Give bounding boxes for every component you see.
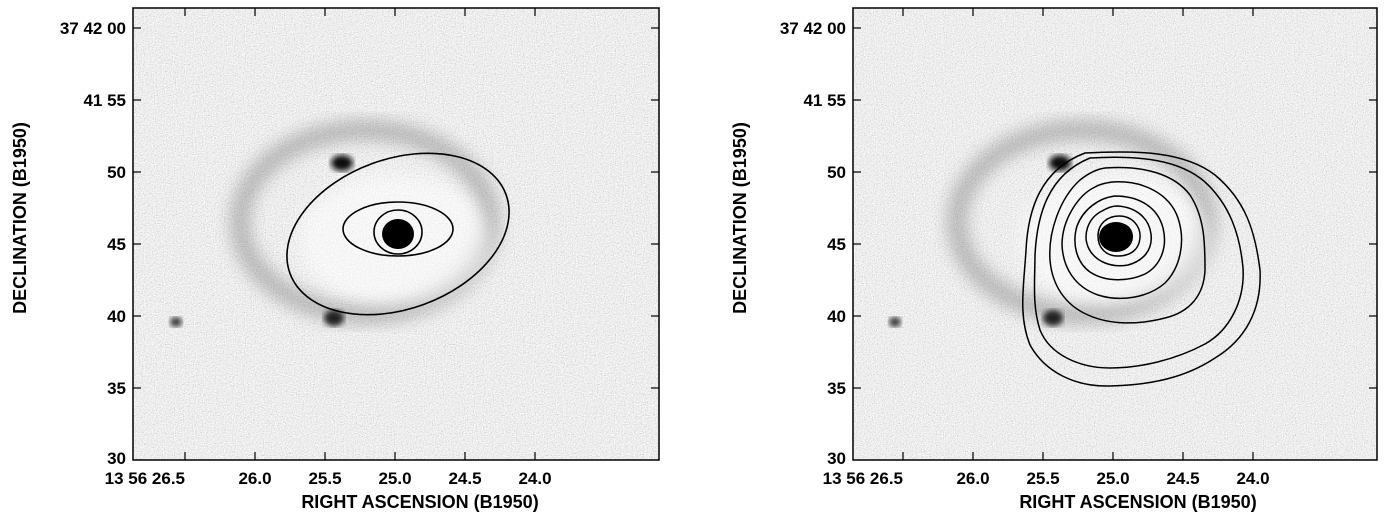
right-x-tick-label: 24.5 xyxy=(1166,469,1199,488)
left-ellipse-overlay xyxy=(286,152,510,316)
right-ticks xyxy=(853,8,1377,460)
right-y-tick-label: 41 55 xyxy=(803,91,846,110)
right-x-tick-label: 25.5 xyxy=(1026,469,1059,488)
right-contour-overlay xyxy=(1022,151,1261,387)
left-y-tick-label: 37 42 00 xyxy=(60,19,126,38)
right-y-tick-label: 35 xyxy=(827,379,846,398)
left-x-tick-label: 26.0 xyxy=(238,469,271,488)
left-companion xyxy=(331,155,353,171)
right-y-tick-label: 45 xyxy=(827,235,846,254)
left-nucleus xyxy=(382,219,414,249)
right-companion xyxy=(1049,155,1071,171)
left-y-tick-label: 45 xyxy=(107,235,126,254)
right-frame xyxy=(852,7,1378,461)
right-panel: 37 42 00 41 55 50 45 40 35 30 13 56 26.5… xyxy=(730,7,1378,512)
right-y-tick-label: 50 xyxy=(827,163,846,182)
left-x-tick-label: 24.5 xyxy=(448,469,481,488)
left-ticks xyxy=(133,8,659,460)
right-x-axis-title: RIGHT ASCENSION (B1950) xyxy=(1019,492,1256,512)
left-x-tick-label: 25.0 xyxy=(378,469,411,488)
right-y-tick-label: 30 xyxy=(827,449,846,468)
left-y-tick-label: 30 xyxy=(107,449,126,468)
left-panel: 37 42 00 41 55 50 45 40 35 30 13 56 26.5… xyxy=(10,7,660,512)
left-y-axis-title: DECLINATION (B1950) xyxy=(10,122,30,314)
right-x-tick-label: 26.0 xyxy=(956,469,989,488)
right-galaxy-image xyxy=(853,8,1377,460)
left-y-tick-label: 41 55 xyxy=(83,91,126,110)
left-y-tick-label: 35 xyxy=(107,379,126,398)
right-x-tick-label: 25.0 xyxy=(1096,469,1129,488)
right-y-tick-label: 40 xyxy=(827,307,846,326)
right-nucleus xyxy=(1099,222,1133,252)
left-x-tick-label: 24.0 xyxy=(518,469,551,488)
left-x-tick-label: 13 56 26.5 xyxy=(105,469,185,488)
right-y-tick-label: 37 42 00 xyxy=(780,19,846,38)
left-y-tick-label: 40 xyxy=(107,307,126,326)
right-x-tick-label: 13 56 26.5 xyxy=(823,469,903,488)
left-galaxy-image xyxy=(133,8,659,460)
right-x-tick-label: 24.0 xyxy=(1236,469,1269,488)
right-y-axis-title: DECLINATION (B1950) xyxy=(730,122,750,314)
left-y-tick-label: 50 xyxy=(107,163,126,182)
left-x-tick-label: 25.5 xyxy=(308,469,341,488)
left-frame xyxy=(132,7,660,461)
left-x-axis-title: RIGHT ASCENSION (B1950) xyxy=(301,492,538,512)
